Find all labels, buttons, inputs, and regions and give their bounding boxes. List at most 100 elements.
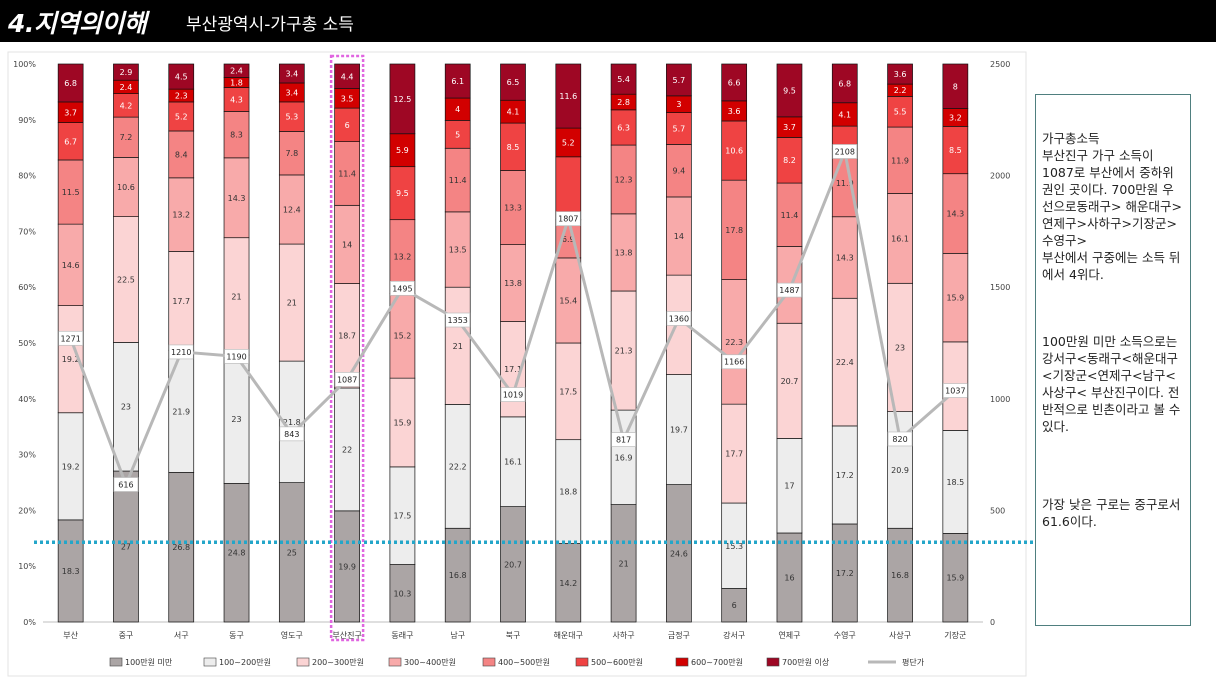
- bar-segment: [500, 170, 526, 245]
- legend-swatch: [296, 657, 310, 667]
- legend-label: 300~400만원: [404, 658, 456, 667]
- segment-data-label: 1.8: [230, 78, 243, 87]
- segment-data-label: 4.1: [507, 108, 520, 117]
- segment-data-label: 23: [121, 403, 131, 412]
- bar-segment: [223, 354, 250, 484]
- bar-segment: [942, 126, 969, 175]
- legend-swatch: [575, 657, 589, 667]
- x-category-label: 연제구: [778, 631, 800, 640]
- average-data-label: 1495: [392, 284, 412, 293]
- bar-segment: [444, 211, 471, 288]
- legend-swatch: [675, 657, 689, 667]
- segment-data-label: 23: [895, 343, 905, 352]
- bar-segment: [278, 101, 305, 132]
- segment-data-label: 6.5: [507, 78, 520, 87]
- x-category-label: 해운대구: [554, 630, 583, 640]
- bar-segment: [776, 322, 803, 439]
- bar-segment: [555, 543, 582, 623]
- average-data-label: 2108: [835, 147, 855, 156]
- average-data-label: 1271: [60, 334, 80, 343]
- segment-data-label: 6.8: [64, 79, 77, 88]
- segment-data-label: 17.7: [172, 297, 190, 306]
- segment-data-label: 10.6: [117, 183, 135, 192]
- segment-data-label: 5.2: [562, 138, 575, 147]
- bar-segment: [831, 425, 858, 525]
- bar-segment: [113, 342, 139, 472]
- segment-data-label: 11.5: [62, 188, 80, 197]
- average-label-box: [168, 344, 194, 360]
- segment-data-label: 16.8: [449, 571, 467, 580]
- segment-data-label: 5.3: [285, 113, 298, 122]
- segment-data-label: 17.1: [504, 365, 522, 374]
- segment-data-label: 3.5: [341, 94, 354, 103]
- segment-data-label: 7.8: [285, 149, 298, 158]
- bar-segment: [389, 166, 416, 221]
- legend-label: 600~700만원: [691, 658, 743, 667]
- bar-segment: [168, 472, 195, 623]
- segment-data-label: 13.3: [504, 204, 522, 213]
- y-right-tick-label: 2500: [990, 60, 1010, 69]
- segment-data-label: 5.7: [673, 76, 686, 85]
- segment-data-label: 6.8: [838, 79, 851, 88]
- segment-data-label: 9.5: [783, 86, 796, 95]
- segment-data-label: 22.2: [449, 462, 467, 471]
- x-category-label: 사하구: [613, 630, 635, 640]
- bar-segment: [389, 564, 416, 623]
- average-label-box: [611, 432, 636, 447]
- segment-data-label: 14: [342, 240, 352, 249]
- segment-data-label: 15.9: [946, 294, 964, 303]
- bar-segment: [776, 532, 803, 623]
- bar-segment: [776, 438, 803, 534]
- y-left-tick-label: 40%: [18, 395, 36, 404]
- legend-label: 100~200만원: [219, 658, 271, 667]
- segment-data-label: 16.8: [891, 571, 909, 580]
- section-subtitle: 부산광역시-가구총 소득: [186, 15, 354, 35]
- segment-data-label: 6.7: [64, 137, 77, 146]
- note-paragraph-2: 100만원 미만 소득으로는 강서구<동래구<해운대구<기장군<연제구<남구<사…: [1042, 334, 1181, 434]
- segment-data-label: 3.7: [783, 123, 796, 132]
- bar-segment: [942, 533, 969, 623]
- bar-segment: [278, 174, 305, 245]
- segment-data-label: 2.9: [120, 68, 133, 77]
- bar-segment: [278, 360, 305, 483]
- segment-data-label: 13.5: [449, 246, 467, 255]
- segment-data-label: 17.2: [836, 471, 854, 480]
- segment-data-label: 4.3: [230, 95, 243, 104]
- segment-data-label: 24.6: [670, 549, 688, 558]
- bar-segment: [666, 112, 692, 145]
- bar-segment: [334, 283, 360, 389]
- segment-data-label: 21.9: [172, 407, 190, 416]
- y-left-tick-label: 20%: [18, 506, 36, 515]
- segment-data-label: 11.6: [559, 92, 577, 101]
- average-data-label: 820: [892, 435, 907, 444]
- bar-segment: [610, 290, 637, 411]
- bar-segment: [389, 133, 416, 168]
- bar-segment: [113, 157, 139, 217]
- bar-segment: [334, 387, 360, 512]
- bar-segment: [887, 63, 913, 85]
- segment-data-label: 6.6: [728, 78, 741, 87]
- segment-data-label: 8.5: [949, 146, 962, 155]
- segment-data-label: 8.4: [175, 150, 188, 159]
- average-label-box: [224, 349, 249, 364]
- segment-data-label: 2.4: [120, 83, 133, 92]
- x-category-label: 부산진구: [332, 630, 361, 640]
- segment-data-label: 17.5: [559, 387, 577, 396]
- average-label-box: [943, 383, 968, 398]
- bar-segment: [334, 510, 360, 623]
- x-category-label: 중구: [119, 631, 134, 640]
- bar-segment: [57, 519, 84, 623]
- average-data-label: 1487: [779, 286, 799, 295]
- bar-segment: [444, 404, 471, 529]
- bar-segment: [223, 63, 250, 78]
- bar-segment: [610, 109, 637, 146]
- y-left-tick-label: 0%: [23, 618, 36, 627]
- bar-segment: [278, 482, 305, 623]
- x-category-label: 기장군: [944, 630, 966, 640]
- segment-data-label: 2.3: [175, 92, 188, 101]
- segment-data-label: 6.3: [617, 123, 630, 132]
- bar-segment: [168, 101, 195, 132]
- bar-segment: [831, 63, 858, 104]
- bar-segment: [555, 342, 582, 441]
- segment-data-label: 13.8: [504, 279, 522, 288]
